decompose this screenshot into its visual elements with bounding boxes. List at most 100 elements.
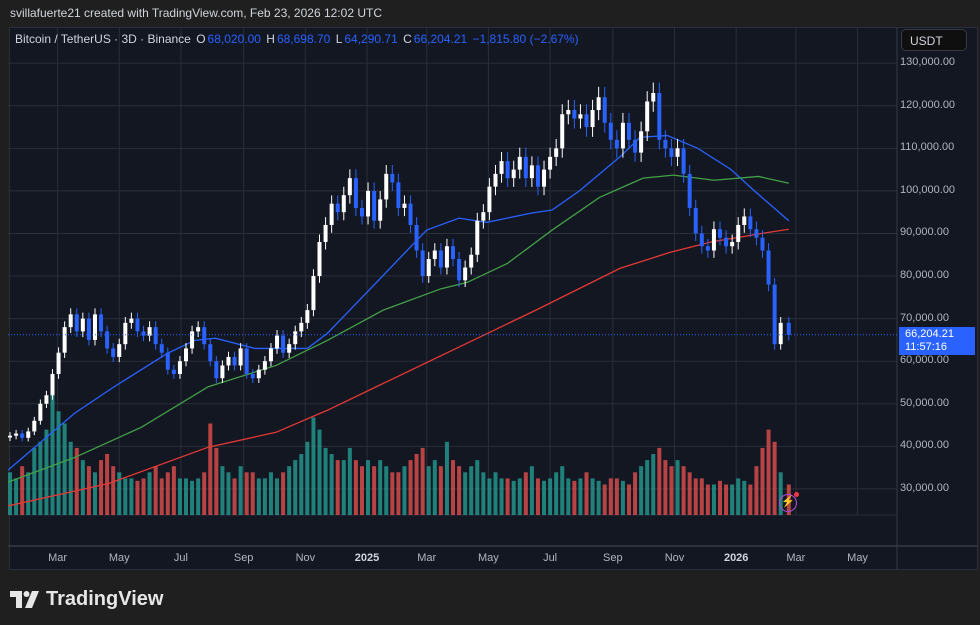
candle-body (517, 156, 522, 170)
candle-body (92, 314, 97, 340)
candle-body (317, 241, 322, 277)
candle-body (499, 161, 504, 174)
volume-bar (384, 466, 389, 515)
candle-body (184, 348, 189, 362)
candle-body (262, 361, 267, 370)
candle-body (651, 92, 656, 102)
notification-dot (794, 492, 799, 497)
candle-body (56, 352, 61, 374)
volume-bar (26, 472, 31, 515)
volume-bar (529, 466, 534, 515)
candle-body (329, 203, 334, 225)
volume-bar (220, 466, 225, 515)
volume-bar (687, 472, 692, 515)
candle-body (742, 216, 747, 225)
volume-bar (50, 393, 55, 515)
volume-bar (347, 447, 352, 515)
candle-body (620, 122, 625, 149)
time-tick-label: Mar (786, 552, 806, 564)
volume-bar (620, 480, 625, 515)
price-tick-label: 80,000.00 (900, 269, 949, 282)
price-tick-label: 130,000.00 (900, 56, 956, 69)
volume-bar (408, 460, 413, 515)
volume-bar (438, 466, 443, 515)
candle-body (44, 395, 49, 404)
volume-bar (244, 472, 249, 515)
candle-body (675, 148, 680, 157)
volume-bar (214, 447, 219, 515)
open-label: O (196, 32, 206, 46)
candle-body (505, 161, 510, 179)
volume-bar (38, 441, 43, 515)
last-price-label: 66,204.21 11:57:16 (899, 327, 975, 355)
lightning-icon[interactable]: ⚡ (779, 492, 799, 512)
volume-bar (171, 466, 176, 515)
candle-body (633, 139, 638, 153)
volume-bar (177, 478, 182, 515)
volume-bar (614, 478, 619, 515)
volume-bar (190, 480, 195, 515)
volume-bar (159, 478, 164, 515)
candle-body (135, 318, 140, 332)
volume-bar (432, 460, 437, 515)
candle-body (311, 276, 316, 311)
volume-bar (317, 429, 322, 515)
volume-bar (117, 472, 122, 515)
volume-bar (560, 466, 565, 515)
volume-bar (584, 472, 589, 515)
candle-body (275, 335, 280, 349)
volume-bar (153, 466, 158, 515)
bar-countdown: 11:57:16 (905, 341, 948, 353)
price-tick-label: 40,000.00 (900, 439, 949, 452)
candle-body (177, 361, 182, 374)
volume-bar (523, 472, 528, 515)
candle-body (602, 97, 607, 123)
volume-bar (505, 478, 510, 515)
candle-body (693, 207, 698, 234)
candle-body (572, 110, 577, 119)
volume-bar (626, 484, 631, 515)
tradingview-logo[interactable]: TradingView (10, 588, 163, 611)
candle-body (554, 148, 559, 157)
currency-button[interactable]: USDT (901, 29, 967, 51)
candle-body (171, 369, 176, 374)
candle-body (353, 178, 358, 208)
candle-body (86, 318, 91, 340)
symbol-legend: Bitcoin / TetherUS · 3D · Binance O 68,02… (15, 32, 581, 46)
candle-body (529, 165, 534, 179)
volume-bar (390, 472, 395, 515)
candle-body (141, 331, 146, 336)
volume-bar (772, 441, 777, 515)
price-tick-label: 50,000.00 (900, 396, 949, 409)
candle-body (202, 327, 207, 345)
candle-body (626, 122, 631, 140)
symbol-title[interactable]: Bitcoin / TetherUS · 3D · Binance (15, 32, 191, 46)
volume-bar (165, 472, 170, 515)
candle-body (214, 361, 219, 379)
candle-body (566, 110, 571, 115)
volume-bar (663, 460, 668, 515)
candle-body (117, 344, 122, 357)
chart-credit: svillafuerte21 created with TradingView.… (10, 6, 382, 20)
candle-body (238, 348, 243, 366)
volume-bar (74, 447, 79, 515)
volume-bar (675, 460, 680, 515)
volume-bar (554, 472, 559, 515)
candle-body (711, 229, 716, 251)
volume-bar (718, 480, 723, 515)
close-label: C (403, 32, 412, 46)
volume-bar (645, 460, 650, 515)
candle-body (99, 314, 104, 332)
time-tick-label: 2026 (723, 552, 749, 564)
candle-body (38, 403, 43, 421)
volume-bar (281, 472, 286, 515)
candle-body (220, 365, 225, 379)
volume-bar (657, 447, 662, 515)
volume-bar (32, 447, 37, 515)
candle-body (74, 314, 79, 332)
volume-bar (335, 460, 340, 515)
candle-body (657, 92, 662, 140)
volume-bar (711, 484, 716, 515)
volume-bar (366, 460, 371, 515)
